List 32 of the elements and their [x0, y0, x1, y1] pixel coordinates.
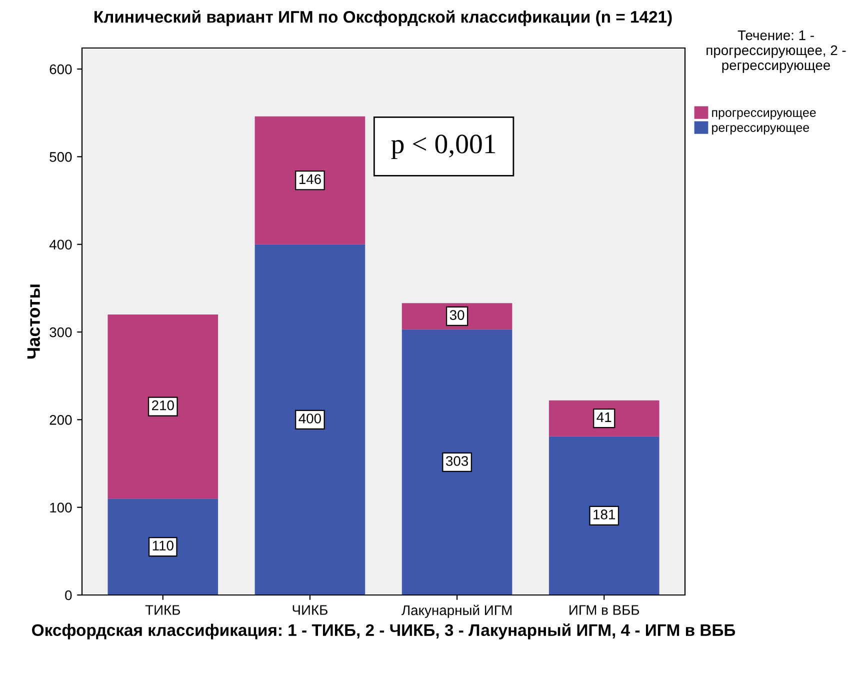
legend-title: Течение: 1 - прогрессирующее, 2 - регрессирующее: [706, 30, 846, 73]
data-label: 210: [152, 400, 174, 410]
legend-label: прогрессирующее: [712, 110, 816, 120]
y-tick-label: 500: [50, 152, 72, 162]
data-label: 110: [152, 540, 174, 551]
x-tick-label: ИГМ в ВББ: [570, 605, 640, 615]
x-tick-label: ЧИКБ: [292, 605, 328, 615]
chart-title: Клинический вариант ИГМ по Оксфордской классификации (n = 1421): [94, 10, 672, 26]
y-tick-label: 400: [49, 240, 72, 250]
y-tick-label: 200: [50, 415, 72, 425]
annotation: p < 0,001: [391, 134, 496, 160]
y-tick-label: 300: [50, 327, 72, 338]
x-tick-label: Лакунарный ИГМ: [402, 604, 512, 618]
data-label: 146: [299, 174, 321, 184]
bar: [108, 314, 218, 499]
legend-label: регрессирующее: [712, 125, 810, 134]
data-label: 30: [450, 310, 464, 320]
bar: [402, 329, 512, 595]
bar: [254, 116, 366, 244]
y-tick-label: 0: [65, 590, 72, 600]
x-axis-title: Оксфордская классификация: 1 - ТИКБ, 2 - ЧИКБ, 3 - Лакунарный ИГМ, 4 - ИГМ в ВББ: [32, 623, 736, 640]
x-tick-label: ТИКБ: [145, 605, 180, 615]
y-tick-label: 600: [50, 64, 72, 74]
bar: [108, 498, 218, 595]
y-tick-label: 100: [50, 502, 72, 513]
data-label: 41: [596, 412, 612, 422]
data-label: 303: [446, 456, 468, 466]
y-axis-title: Частоты: [27, 284, 40, 359]
data-label: 400: [298, 414, 322, 424]
bar: [254, 244, 366, 595]
data-label: 181: [594, 510, 616, 520]
bar: [548, 436, 660, 595]
